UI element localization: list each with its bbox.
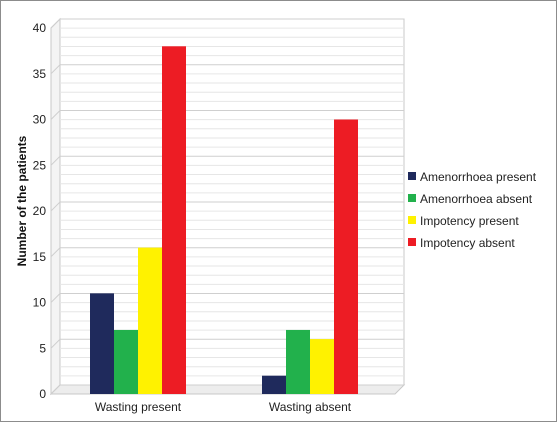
gridline-side bbox=[50, 247, 61, 258]
y-tick-label: 10 bbox=[33, 296, 47, 310]
legend-swatch bbox=[408, 194, 416, 202]
bar bbox=[334, 119, 358, 394]
bar bbox=[90, 293, 114, 394]
gridline-side bbox=[50, 384, 61, 395]
legend-label: Impotency present bbox=[420, 214, 519, 228]
bar bbox=[310, 339, 334, 394]
y-tick-label: 30 bbox=[33, 113, 47, 127]
legend-label: Amenorrhoea absent bbox=[420, 192, 533, 206]
bar bbox=[114, 329, 138, 394]
y-tick-label: 0 bbox=[39, 387, 46, 401]
y-tick-label: 15 bbox=[33, 250, 47, 264]
y-tick-label: 40 bbox=[33, 21, 47, 35]
gridline-side bbox=[50, 110, 61, 120]
y-tick-label: 35 bbox=[33, 67, 47, 81]
gridline-side bbox=[50, 18, 61, 29]
legend-swatch bbox=[408, 238, 416, 246]
bar bbox=[262, 375, 286, 394]
bar bbox=[162, 46, 186, 395]
legend-label: Amenorrhoea present bbox=[420, 170, 537, 184]
y-tick-label: 5 bbox=[39, 341, 46, 355]
gridline-side bbox=[50, 201, 61, 212]
y-tick-label: 25 bbox=[33, 158, 47, 172]
legend-swatch bbox=[408, 172, 416, 180]
legend-swatch bbox=[408, 216, 416, 224]
bars bbox=[90, 46, 358, 395]
gridline-side bbox=[50, 293, 61, 303]
y-axis: 0 5 10 15 20 25 30 35 40 bbox=[33, 21, 47, 401]
x-tick-label: Wasting present bbox=[95, 400, 182, 414]
bar bbox=[138, 247, 162, 394]
legend: Amenorrhoea present Amenorrhoea absent Imp… bbox=[408, 170, 537, 250]
gridline-side bbox=[50, 155, 61, 166]
gridline-side bbox=[50, 64, 61, 75]
bar bbox=[286, 329, 310, 394]
x-tick-label: Wasting absent bbox=[269, 400, 352, 414]
x-axis: Wasting present Wasting absent bbox=[95, 400, 352, 414]
y-axis-label: Number of the patients bbox=[15, 135, 29, 266]
legend-label: Impotency absent bbox=[420, 236, 515, 250]
y-tick-label: 20 bbox=[33, 204, 47, 218]
gridline-side bbox=[50, 338, 61, 349]
